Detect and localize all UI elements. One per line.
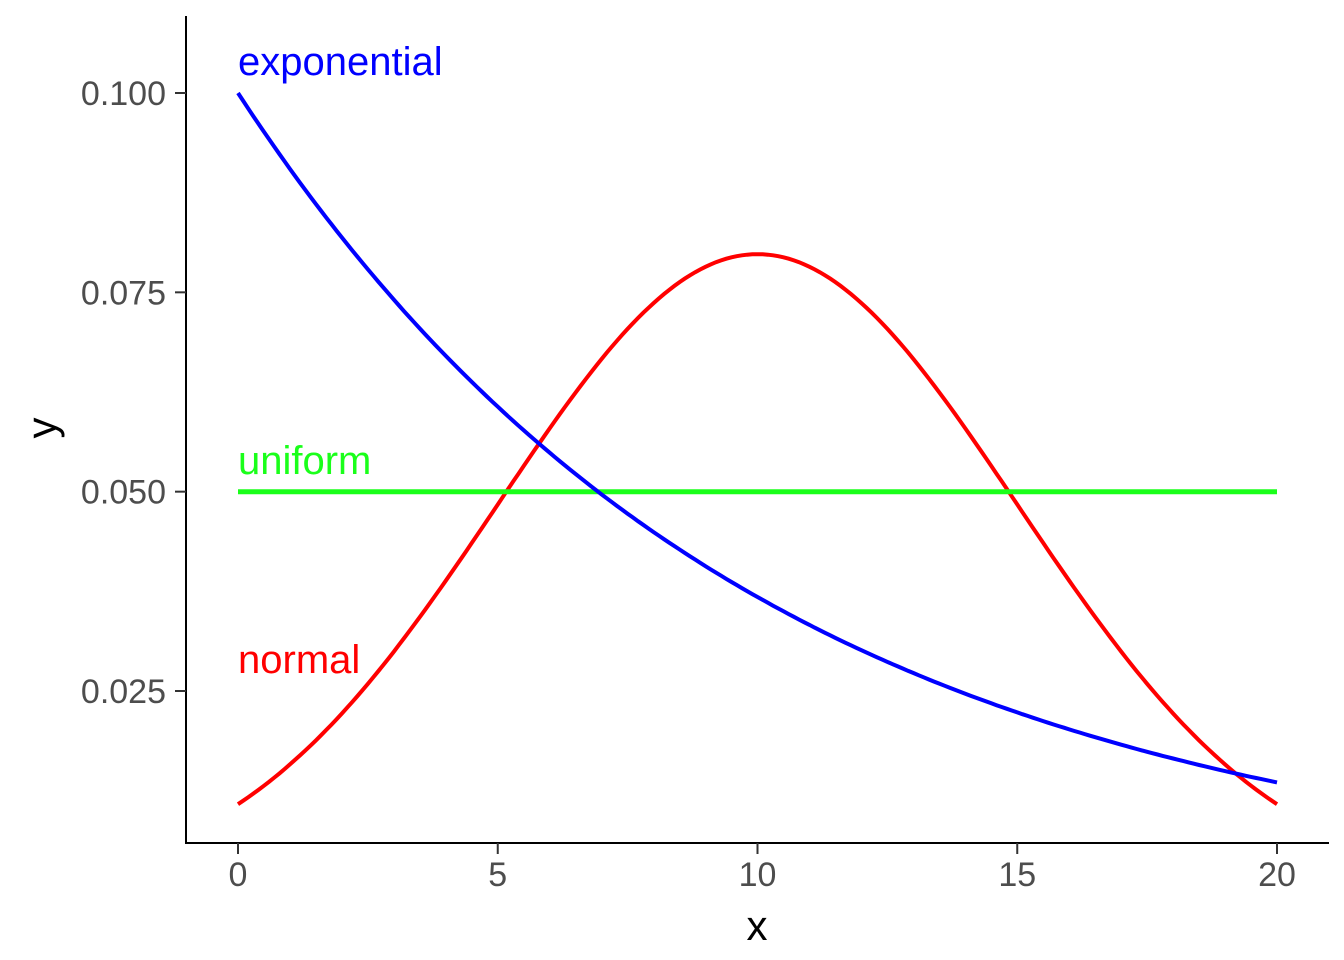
y-tick-label: 0.050 [81,474,166,512]
y-tick-label: 0.075 [81,274,166,312]
series-label-exponential: exponential [238,40,443,84]
x-tick-label: 20 [1258,856,1296,894]
series-line-exponential [236,91,1278,785]
series-layer [236,91,1279,806]
series-line-normal [236,252,1279,806]
annotation-layer: exponential uniform normal [238,40,443,682]
x-tick-label: 0 [229,856,248,894]
x-axis-title: x [747,902,768,949]
tick-layer: 0 5 10 15 20 0.025 0.050 0.075 0.100 [81,75,1296,894]
y-axis-title: y [18,418,65,439]
axis-layer [185,16,1329,844]
y-tick-label: 0.100 [81,75,166,113]
x-tick-label: 15 [998,856,1036,894]
x-tick-label: 5 [488,856,507,894]
series-label-normal: normal [238,638,360,682]
series-label-uniform: uniform [238,439,371,483]
x-tick-label: 10 [739,856,777,894]
y-tick-label: 0.025 [81,673,166,711]
